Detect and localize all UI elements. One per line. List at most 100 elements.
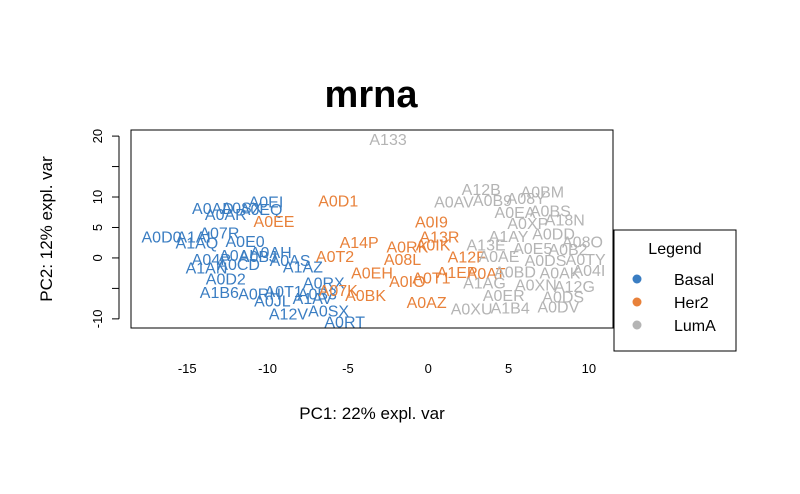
data-point-label: A14P (340, 235, 379, 252)
data-point-label: A0E5 (513, 241, 552, 258)
data-point-label: A04I (572, 263, 605, 280)
legend-marker (632, 320, 642, 330)
x-axis-label: PC1: 22% expl. var (299, 404, 445, 423)
data-point-label: A133 (369, 132, 406, 149)
data-point-label: A0D2 (206, 272, 246, 289)
data-point-label: A13R (419, 230, 459, 247)
data-point-label: A0IK (416, 238, 451, 255)
data-point-label: A0AH (250, 245, 292, 262)
data-point-label: A0T2 (316, 249, 354, 266)
x-tick-label: 0 (425, 361, 432, 376)
legend-entry-label: LumA (674, 318, 716, 335)
data-point-label: A0AE (478, 249, 519, 266)
data-point-label: A0AZ (407, 295, 447, 312)
data-point-label: A08Y (507, 191, 546, 208)
legend-title: Legend (648, 241, 701, 258)
data-point-label: A0EQ (240, 202, 283, 219)
data-point-label: A0BD (494, 264, 536, 281)
chart-title: mrna (325, 74, 419, 116)
data-point-label: A0XU (451, 302, 493, 319)
data-point-label: A0RX (303, 275, 345, 292)
data-point-label: A0T1 (412, 270, 450, 287)
data-point-label: A0RH (238, 286, 281, 303)
data-point-label: A0B2 (548, 242, 587, 259)
data-point-label: A0DD (532, 227, 575, 244)
data-point-label: A12V (269, 306, 308, 323)
data-point-label: A0XN (515, 278, 557, 295)
legend-marker (632, 297, 642, 307)
legend-box (613, 229, 737, 352)
data-point-label: A0B3 (298, 286, 337, 303)
y-axis-label: PC2: 12% expl. var (37, 156, 56, 302)
legend-entry-label: Her2 (674, 295, 709, 312)
data-point-label: A0D0 (142, 230, 182, 247)
data-point-label: A0AS (270, 253, 311, 270)
data-point-label: A0RK (386, 239, 428, 256)
y-tick-label: -10 (90, 309, 105, 328)
x-tick-label: -10 (258, 361, 277, 376)
data-point-label: A0DV (537, 300, 579, 317)
y-axis: -10 0 5 10 20 (90, 129, 120, 328)
data-point-label: A0AV (434, 194, 474, 211)
data-point-label: A12F (448, 250, 486, 267)
data-point-label: A1EP (437, 265, 478, 282)
data-point-label: A1AZ (283, 259, 323, 276)
data-point-label: A12G (554, 279, 595, 296)
data-point-label: A0D1 (318, 194, 358, 211)
data-point-label: A0BK (345, 288, 386, 305)
y-tick-label: 10 (90, 190, 105, 204)
data-point-label: A1AV (293, 291, 333, 308)
x-tick-label: 10 (582, 361, 596, 376)
data-point-label: A0AL (219, 248, 258, 265)
data-point-label: A0EI (249, 194, 284, 211)
data-point-label: A0AR (205, 207, 247, 224)
y-tick-label: 20 (90, 129, 105, 143)
data-point-label: A0DS (525, 253, 567, 270)
data-point-label: A1B4 (491, 300, 530, 317)
data-point-label: A04P (192, 252, 231, 269)
plot-frame (130, 129, 614, 329)
data-point-label: A0EE (254, 214, 295, 231)
data-point-label: A0IO (389, 274, 425, 291)
data-point-label: A1AI (176, 230, 211, 247)
data-point-label: A1B6 (200, 285, 239, 302)
data-point-label: A0JL (254, 294, 291, 311)
data-point-label: A1AN (186, 261, 228, 278)
x-axis: -15 -10 -5 0 5 10 (178, 361, 596, 376)
data-point-label: A08L (384, 252, 421, 269)
data-point-label: A0EH (351, 266, 393, 283)
data-point-label: A0BJ (239, 249, 277, 266)
data-point-label: A0EA (495, 205, 536, 222)
data-point-label: A1AG (463, 275, 506, 292)
data-point-label: A18N (545, 213, 585, 230)
data-point-label: A0B9 (473, 193, 512, 210)
data-point-label: A1AQ (176, 236, 219, 253)
x-tick-label: 5 (505, 361, 512, 376)
data-point-label: A0T1 (265, 284, 303, 301)
y-tick-label: 0 (90, 254, 105, 261)
data-point-label: A0AT (467, 266, 506, 283)
data-point-label: A12B (462, 182, 501, 199)
data-point-label: A08O (562, 234, 603, 251)
legend: Legend Basal Her2 LumA (613, 229, 737, 352)
data-point-label: A0E0 (226, 234, 265, 251)
data-point-label: A13E (467, 238, 506, 255)
y-tick-label: 5 (90, 224, 105, 231)
data-point-label: A0AK (540, 266, 581, 283)
data-point-label: A0AD (192, 201, 234, 218)
data-point-label: A07R (199, 225, 239, 242)
data-point-label: A1AY (489, 229, 529, 246)
data-point-label: A0ER (483, 288, 525, 305)
data-point-label: A07K (319, 283, 358, 300)
data-point-label: A0SX (221, 200, 262, 217)
data-point-label: A0DS (542, 289, 584, 306)
data-point-label: A0I9 (415, 214, 448, 231)
data-point-label: A0CD (217, 257, 260, 274)
points-layer: A0AD A0EIA0EQA0ARA0SXA0D0A1AIA1AQA07RA0E0… (142, 132, 607, 328)
data-point-label: A0SX (308, 303, 349, 320)
data-point-label: A0TY (566, 252, 606, 269)
data-point-label: A0BS (530, 203, 571, 220)
data-point-label: A0XP (507, 216, 548, 233)
x-tick-label: -5 (342, 361, 354, 376)
